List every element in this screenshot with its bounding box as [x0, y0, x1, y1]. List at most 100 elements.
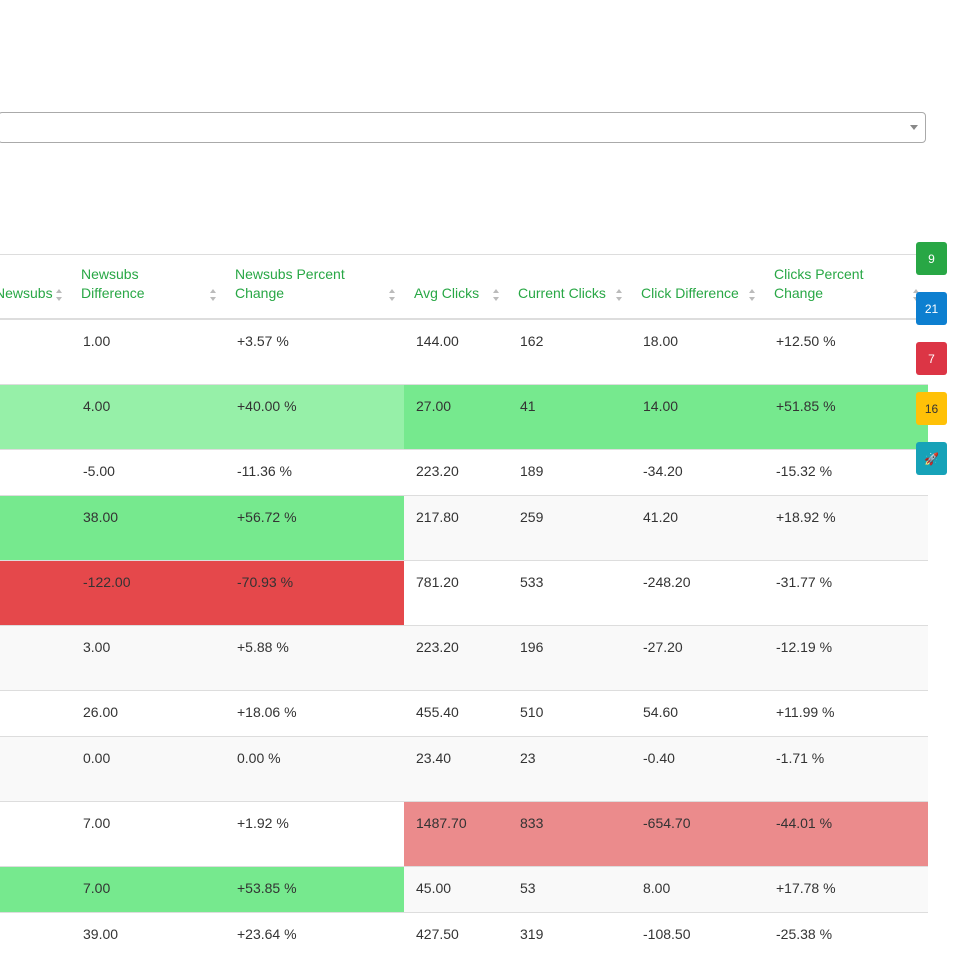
filter-select[interactable]	[0, 112, 926, 143]
table-cell: -5.00	[71, 448, 225, 495]
table-cell: 39.00	[71, 911, 225, 958]
table-cell: -108.50	[631, 911, 764, 958]
table-cell: -31.77 %	[764, 559, 928, 625]
column-header-click-difference[interactable]: Click Difference	[631, 255, 764, 320]
table-cell	[0, 624, 71, 690]
table-cell: 8.00	[631, 865, 764, 912]
table-cell: +18.06 %	[225, 689, 404, 736]
table-cell: 217.80	[404, 494, 508, 560]
table-cell: +5.88 %	[225, 624, 404, 690]
table-row: 4.00 +40.00 % 27.00 41 14.00 +51.85 %	[0, 383, 928, 449]
table-cell: 427.50	[404, 911, 508, 958]
table-row: 7.00 +1.92 % 1487.70 833 -654.70 -44.01 …	[0, 800, 928, 866]
table-cell: 23	[508, 735, 631, 801]
column-header-newsubs-difference[interactable]: Newsubs Difference	[71, 255, 225, 320]
table-cell: -25.38 %	[764, 911, 928, 958]
sort-icon[interactable]	[56, 289, 63, 301]
table-cell: 533	[508, 559, 631, 625]
table-cell: 510	[508, 689, 631, 736]
table-cell: 14.00	[631, 383, 764, 449]
count-badge-red[interactable]: 7	[916, 342, 947, 375]
table-cell: 26.00	[71, 689, 225, 736]
stats-table: Newsubs Newsubs Difference Newsubs Perce…	[0, 254, 928, 961]
table-cell: 1487.70	[404, 800, 508, 866]
rocket-icon[interactable]: 🚀	[916, 442, 947, 475]
table-header-row: Newsubs Newsubs Difference Newsubs Perce…	[0, 255, 928, 320]
table-cell: +1.92 %	[225, 800, 404, 866]
table-cell: -11.36 %	[225, 448, 404, 495]
table-cell	[0, 318, 71, 384]
sort-icon[interactable]	[493, 289, 500, 301]
side-badge-stack: 9 21 7 16 🚀	[916, 242, 947, 492]
table-cell: +23.64 %	[225, 911, 404, 958]
table-cell: -248.20	[631, 559, 764, 625]
table-cell: 0.00 %	[225, 735, 404, 801]
table-cell	[0, 494, 71, 560]
column-header-avg-clicks[interactable]: Avg Clicks	[404, 255, 508, 320]
table-cell: +17.78 %	[764, 865, 928, 912]
table-cell	[0, 865, 71, 912]
table-cell: +18.92 %	[764, 494, 928, 560]
count-badge-yellow[interactable]: 16	[916, 392, 947, 425]
table-cell: 41.20	[631, 494, 764, 560]
table-cell: 259	[508, 494, 631, 560]
table-cell	[0, 689, 71, 736]
column-header-label: Clicks Percent Change	[774, 266, 864, 301]
table-cell	[0, 448, 71, 495]
table-cell: +3.57 %	[225, 318, 404, 384]
column-header-label: Avg Clicks	[414, 285, 480, 301]
column-header-label: Newsubs	[0, 285, 53, 301]
table-cell: 223.20	[404, 448, 508, 495]
table-cell: +56.72 %	[225, 494, 404, 560]
chevron-down-icon	[910, 125, 918, 130]
table-cell: 455.40	[404, 689, 508, 736]
table-cell: 833	[508, 800, 631, 866]
column-header-newsubs[interactable]: Newsubs	[0, 255, 71, 320]
table-cell: -1.71 %	[764, 735, 928, 801]
column-header-label: Click Difference	[641, 285, 739, 301]
table-cell: 1.00	[71, 318, 225, 384]
table-cell: 38.00	[71, 494, 225, 560]
table-row: 7.00 +53.85 % 45.00 53 8.00 +17.78 %	[0, 865, 928, 912]
table-cell: -44.01 %	[764, 800, 928, 866]
table-cell: 27.00	[404, 383, 508, 449]
table-cell: 781.20	[404, 559, 508, 625]
table-cell: 4.00	[71, 383, 225, 449]
table-cell	[0, 383, 71, 449]
table-row: 26.00 +18.06 % 455.40 510 54.60 +11.99 %	[0, 689, 928, 736]
table-row: -122.00 -70.93 % 781.20 533 -248.20 -31.…	[0, 559, 928, 625]
table-row: 1.00 +3.57 % 144.00 162 18.00 +12.50 %	[0, 318, 928, 384]
table-cell: 45.00	[404, 865, 508, 912]
column-header-clicks-percent-change[interactable]: Clicks Percent Change	[764, 255, 928, 320]
table-cell: 223.20	[404, 624, 508, 690]
table-cell: 7.00	[71, 865, 225, 912]
column-header-newsubs-percent-change[interactable]: Newsubs Percent Change	[225, 255, 404, 320]
table-row: 39.00 +23.64 % 427.50 319 -108.50 -25.38…	[0, 911, 928, 958]
table-cell: -70.93 %	[225, 559, 404, 625]
count-badge-green[interactable]: 9	[916, 242, 947, 275]
table-cell: 54.60	[631, 689, 764, 736]
table-row: -5.00 -11.36 % 223.20 189 -34.20 -15.32 …	[0, 448, 928, 495]
table-cell: -654.70	[631, 800, 764, 866]
table-cell: 189	[508, 448, 631, 495]
column-header-current-clicks[interactable]: Current Clicks	[508, 255, 631, 320]
table-cell: -34.20	[631, 448, 764, 495]
sort-icon[interactable]	[210, 289, 217, 301]
table-cell: -122.00	[71, 559, 225, 625]
column-header-label: Newsubs Percent Change	[235, 266, 345, 301]
sort-icon[interactable]	[616, 289, 623, 301]
column-header-label: Current Clicks	[518, 285, 606, 301]
table-cell: 18.00	[631, 318, 764, 384]
table-cell: 144.00	[404, 318, 508, 384]
table-cell: 162	[508, 318, 631, 384]
sort-icon[interactable]	[389, 289, 396, 301]
table-row: 38.00 +56.72 % 217.80 259 41.20 +18.92 %	[0, 494, 928, 560]
table-cell: 7.00	[71, 800, 225, 866]
table-cell	[0, 800, 71, 866]
table-cell: 3.00	[71, 624, 225, 690]
table-cell: -15.32 %	[764, 448, 928, 495]
count-badge-blue[interactable]: 21	[916, 292, 947, 325]
sort-icon[interactable]	[749, 289, 756, 301]
table-cell	[0, 911, 71, 958]
table-row: 0.00 0.00 % 23.40 23 -0.40 -1.71 %	[0, 735, 928, 801]
